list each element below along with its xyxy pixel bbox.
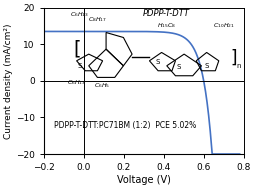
Text: S: S: [77, 63, 82, 69]
Text: $C_8H_{17}$: $C_8H_{17}$: [87, 15, 107, 24]
Y-axis label: Current density (mA/cm²): Current density (mA/cm²): [4, 23, 13, 139]
Text: ]: ]: [230, 48, 236, 67]
Text: PDPP-T-DTT:PC71BM (1:2)  PCE 5.02%: PDPP-T-DTT:PC71BM (1:2) PCE 5.02%: [54, 121, 195, 130]
Text: PDPP-T-DTT: PDPP-T-DTT: [143, 9, 189, 18]
Text: $C_{10}H_{21}$: $C_{10}H_{21}$: [212, 22, 234, 30]
Text: n: n: [235, 63, 240, 69]
Text: [: [: [73, 40, 80, 59]
Text: $C_6H_5$: $C_6H_5$: [94, 81, 110, 90]
Text: $C_6H_{13}$: $C_6H_{13}$: [70, 10, 89, 19]
Text: $C_6H_{13}$: $C_6H_{13}$: [67, 78, 86, 87]
X-axis label: Voltage (V): Voltage (V): [116, 175, 170, 185]
Text: S: S: [204, 63, 208, 69]
Text: S: S: [155, 60, 160, 65]
Text: S: S: [176, 64, 180, 70]
Text: $H_{15}C_8$: $H_{15}C_8$: [156, 22, 176, 30]
